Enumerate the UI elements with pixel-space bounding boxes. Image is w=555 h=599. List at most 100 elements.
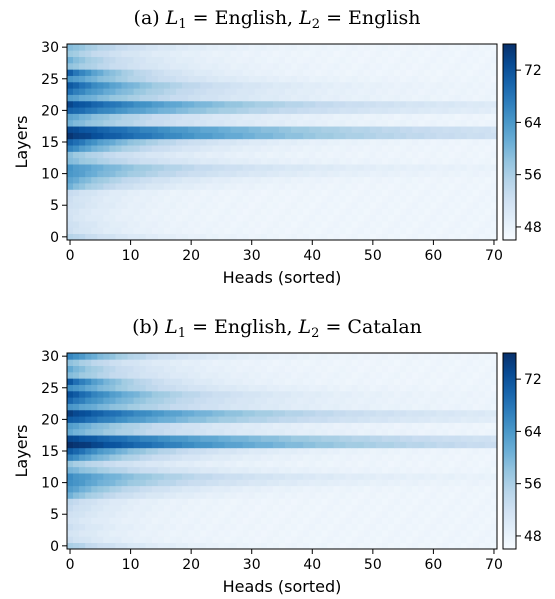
heat-cell — [297, 511, 304, 518]
heat-cell — [315, 460, 322, 468]
heat-cell — [484, 454, 492, 461]
heat-cell — [272, 62, 280, 70]
heat-cell — [278, 119, 286, 127]
heat-cell — [351, 157, 359, 165]
heat-cell — [139, 202, 147, 209]
heat-cell — [115, 517, 122, 525]
heat-cell — [188, 88, 195, 95]
heat-cell — [79, 145, 86, 152]
heat-cell — [472, 44, 480, 51]
heat-cell — [248, 56, 256, 64]
heat-cell — [442, 460, 449, 468]
heat-cell — [327, 435, 334, 442]
heat-cell — [200, 214, 207, 222]
heat-cell — [394, 384, 401, 392]
heat-cell — [315, 454, 322, 461]
heat-cell — [272, 56, 280, 64]
heat-cell — [466, 454, 474, 461]
heat-cell — [169, 208, 177, 216]
heat-cell — [394, 164, 401, 171]
heat-cell — [85, 473, 92, 480]
heat-cell — [460, 447, 468, 455]
heat-cell — [115, 536, 122, 544]
heat-cell — [339, 447, 346, 455]
heat-cell — [309, 504, 316, 512]
heat-cell — [454, 119, 462, 127]
heat-cell — [291, 365, 298, 373]
heat-cell — [303, 183, 310, 190]
heat-cell — [351, 119, 359, 127]
heat-cell — [448, 157, 455, 165]
heat-cell — [333, 227, 340, 235]
heat-cell — [345, 208, 352, 216]
heat-cell — [206, 195, 213, 203]
heat-cell — [406, 447, 413, 455]
heat-cell — [418, 454, 425, 461]
heat-cell — [260, 454, 268, 461]
heat-cell — [412, 473, 419, 480]
heat-cell — [303, 416, 310, 423]
heat-cell — [333, 447, 340, 455]
heat-cell — [291, 353, 298, 360]
heat-cell — [406, 460, 413, 468]
heat-cell — [145, 113, 153, 121]
heat-cell — [218, 447, 225, 455]
heat-cell — [315, 422, 322, 430]
heat-cell — [182, 416, 189, 423]
heat-cell — [490, 384, 498, 392]
heat-cell — [85, 94, 92, 102]
heat-cell — [369, 100, 377, 108]
heat-cell — [163, 56, 171, 64]
heat-cell — [115, 56, 122, 64]
heat-cell — [188, 517, 195, 525]
heat-cell — [418, 466, 425, 474]
heat-cell — [254, 466, 262, 474]
heat-cell — [454, 492, 462, 499]
heat-cell — [339, 227, 346, 235]
heat-cell — [442, 378, 449, 385]
heat-cell — [351, 227, 359, 235]
heat-cell — [109, 126, 116, 133]
heat-cell — [297, 504, 304, 512]
heat-cell — [169, 88, 177, 95]
heat-cell — [224, 151, 231, 159]
heat-cell — [430, 428, 437, 436]
heat-cell — [182, 50, 189, 57]
heat-cell — [85, 164, 92, 171]
heat-cell — [412, 214, 419, 222]
heat-cell — [387, 409, 395, 417]
heat-cell — [248, 94, 256, 102]
heat-cell — [466, 384, 474, 392]
heat-cell — [224, 56, 231, 64]
heat-cell — [424, 189, 431, 197]
heat-cell — [430, 126, 437, 133]
heat-cell — [321, 504, 328, 512]
heat-cell — [157, 384, 165, 392]
heat-cell — [430, 378, 437, 385]
heat-cell — [163, 195, 171, 203]
heat-cell — [490, 466, 498, 474]
heat-cell — [272, 371, 280, 379]
heat-cell — [248, 422, 256, 430]
heat-cell — [466, 479, 474, 487]
heat-cell — [230, 479, 237, 487]
heat-cell — [103, 536, 110, 544]
heat-cell — [321, 214, 328, 222]
heat-cell — [242, 397, 250, 404]
heat-cell — [248, 428, 256, 436]
heat-cell — [194, 113, 201, 121]
heat-cell — [460, 227, 468, 235]
heat-cell — [182, 378, 189, 385]
heat-cell — [303, 530, 310, 537]
heat-cell — [424, 435, 431, 442]
heat-cell — [163, 176, 171, 184]
heat-cell — [169, 164, 177, 171]
heat-cell — [448, 428, 455, 436]
heat-cell — [315, 189, 322, 197]
heat-cell — [454, 365, 462, 373]
heat-cell — [97, 176, 104, 184]
x-tick-label: 30 — [243, 557, 261, 573]
heat-cell — [412, 435, 419, 442]
heat-cell — [478, 233, 486, 241]
heat-cell — [297, 170, 304, 178]
